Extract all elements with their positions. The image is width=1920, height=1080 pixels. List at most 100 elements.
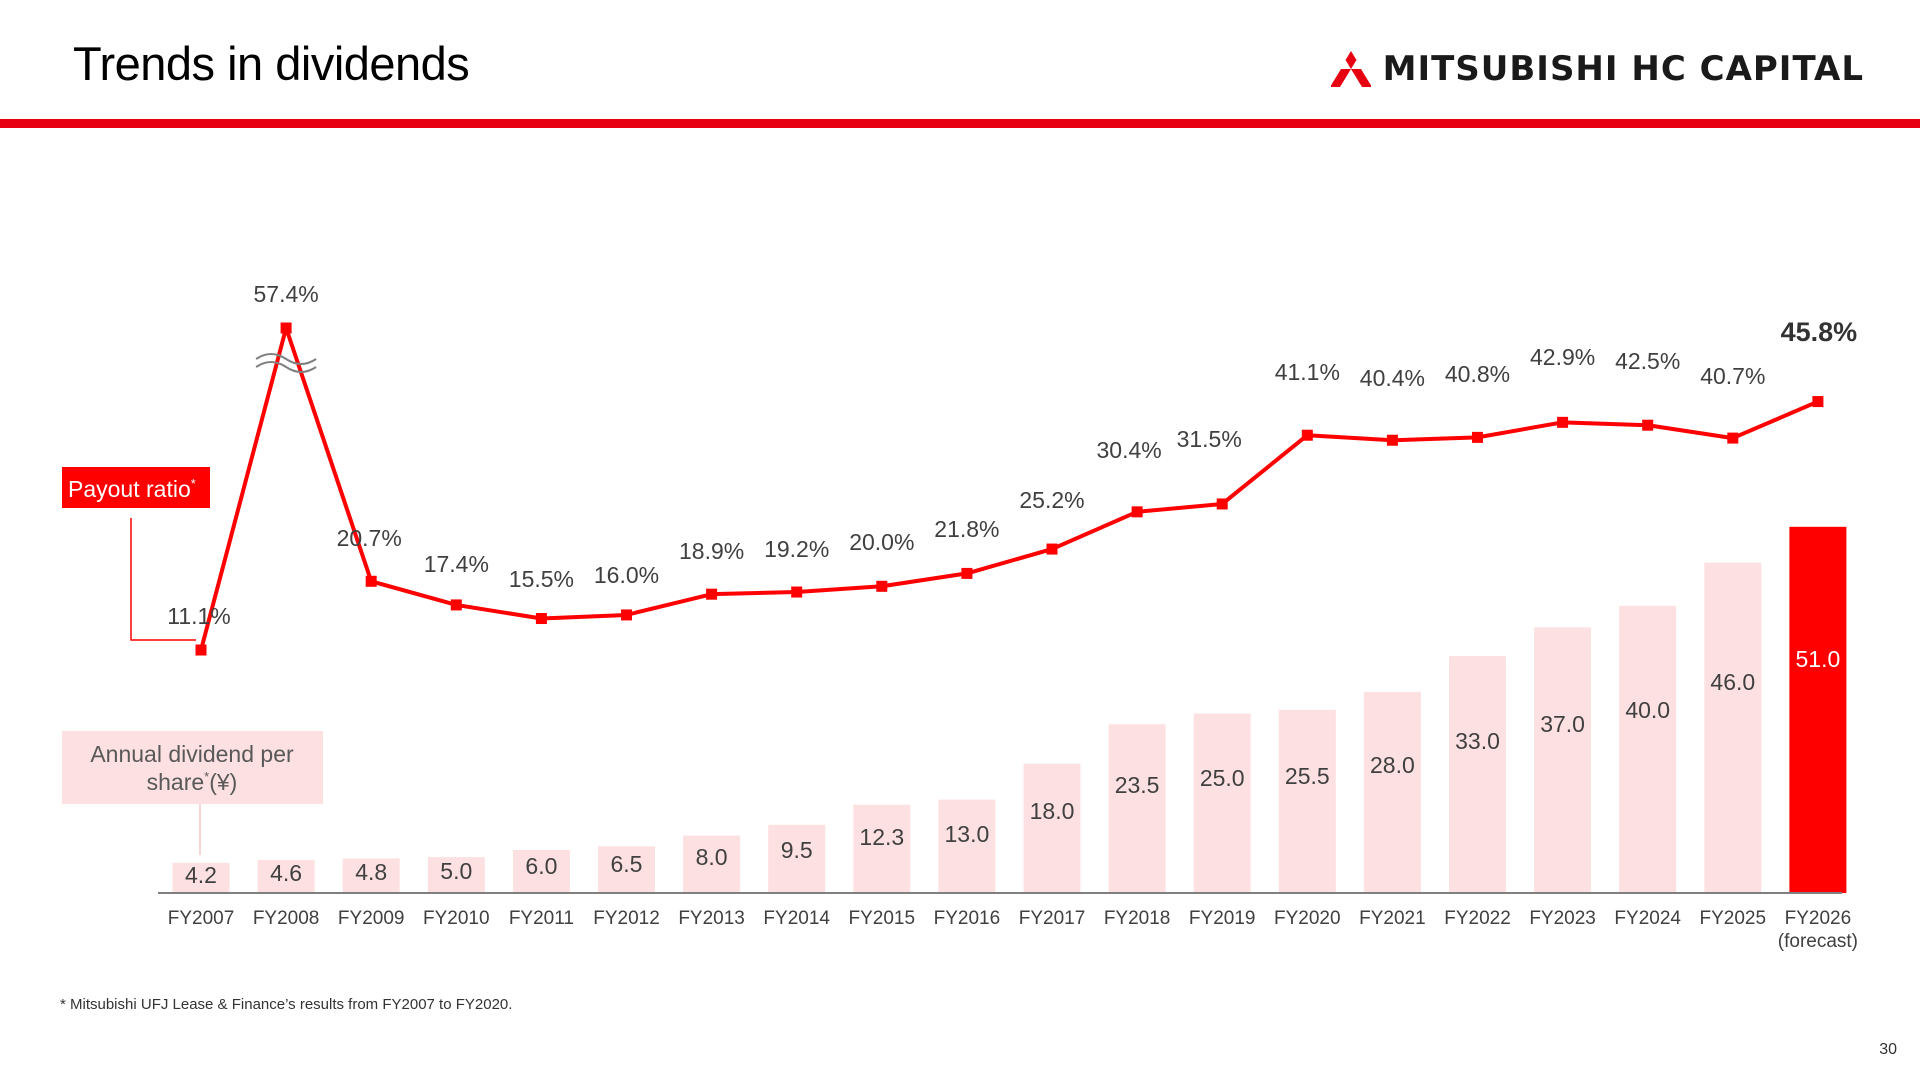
dividend-legend-line2: share*(¥) xyxy=(147,769,238,795)
bar-value-label: 18.0 xyxy=(1030,798,1075,824)
bar-value-label: 4.6 xyxy=(270,860,302,886)
dividend-bar-fy2008 xyxy=(257,859,315,893)
payout-ratio-label: 42.9% xyxy=(1530,344,1595,370)
payout-ratio-label: 15.5% xyxy=(509,566,574,592)
bar-value-label: 12.3 xyxy=(859,824,904,850)
dividend-bar-fy2014 xyxy=(768,824,826,893)
category-label: FY2013 xyxy=(678,908,745,929)
payout-ratio-marker xyxy=(876,580,888,592)
payout-ratio-marker xyxy=(1557,416,1569,428)
payout-ratio-marker xyxy=(195,644,207,656)
payout-ratio-marker xyxy=(1386,434,1398,446)
bar-value-label: 28.0 xyxy=(1370,752,1415,778)
dividend-bar-fy2020 xyxy=(1278,709,1336,893)
payout-ratio-marker xyxy=(621,609,632,621)
payout-ratio-marker xyxy=(1301,429,1313,441)
bar-value-label: 9.5 xyxy=(781,837,813,863)
dividend-bar-fy2026 xyxy=(1789,526,1847,893)
payout-ratio-marker xyxy=(1642,419,1654,431)
category-label: FY2019 xyxy=(1189,908,1256,929)
payout-ratio-legend-label: Payout ratio* xyxy=(68,476,196,502)
payout-ratio-marker xyxy=(365,575,377,587)
dividend-bar-fy2023 xyxy=(1534,627,1592,893)
company-logo: MITSUBISHI HC CAPITAL xyxy=(1330,49,1864,89)
payout-ratio-label: 18.9% xyxy=(679,538,744,564)
three-diamonds-logo-icon xyxy=(1330,51,1371,87)
category-label: FY2014 xyxy=(763,908,830,929)
payout-ratio-marker xyxy=(791,586,803,598)
payout-ratio-label: 30.4% xyxy=(1096,437,1161,463)
dividend-bar-fy2024 xyxy=(1619,605,1677,893)
category-label: FY2021 xyxy=(1359,908,1426,929)
bar-value-label: 5.0 xyxy=(440,858,472,884)
category-label: FY2016 xyxy=(934,908,1001,929)
payout-ratio-label: 11.1% xyxy=(167,603,231,629)
bar-value-label: 13.0 xyxy=(945,821,990,847)
dividend-legend-box xyxy=(62,731,323,804)
dividend-bar-fy2018 xyxy=(1108,724,1166,893)
category-label: FY2007 xyxy=(168,908,235,929)
bar-value-label: 6.0 xyxy=(525,853,557,879)
payout-ratio-marker xyxy=(535,613,547,625)
payout-ratio-label: 20.0% xyxy=(849,529,914,555)
payout-ratio-label: 31.5% xyxy=(1177,426,1242,452)
page-number: 30 xyxy=(1879,1041,1897,1058)
payout-ratio-label: 17.4% xyxy=(424,551,489,577)
category-label: FY2010 xyxy=(423,908,490,929)
dividend-bar-fy2015 xyxy=(853,804,911,893)
category-label: FY2017 xyxy=(1019,908,1086,929)
footnote: * Mitsubishi UFJ Lease & Finance’s resul… xyxy=(60,996,513,1013)
payout-ratio-marker xyxy=(280,322,292,334)
payout-ratio-label: 19.2% xyxy=(764,536,829,562)
payout-ratio-label: 45.8% xyxy=(1781,317,1858,347)
payout-ratio-label: 20.7% xyxy=(337,525,402,551)
category-label: FY2025 xyxy=(1700,908,1767,929)
bar-value-label: 23.5 xyxy=(1115,772,1160,798)
payout-ratio-label: 40.8% xyxy=(1445,361,1510,387)
payout-ratio-marker xyxy=(961,567,973,579)
bar-value-label: 51.0 xyxy=(1796,646,1841,672)
dividend-bar-fy2007 xyxy=(172,862,230,893)
dividend-legend-line1: Annual dividend per xyxy=(90,741,294,767)
payout-ratio-marker xyxy=(1131,506,1143,518)
dividend-bar-fy2009 xyxy=(342,858,400,893)
payout-ratio-marker xyxy=(450,599,462,611)
header-rule xyxy=(0,119,1920,128)
logo-text: MITSUBISHI HC CAPITAL xyxy=(1382,49,1864,89)
page-title: Trends in dividends xyxy=(73,37,470,90)
payout-ratio-label: 25.2% xyxy=(1019,487,1084,513)
bar-value-label: 40.0 xyxy=(1625,697,1670,723)
payout-ratio-marker xyxy=(1812,396,1824,408)
payout-ratio-marker xyxy=(1472,431,1483,443)
payout-ratio-marker xyxy=(1216,498,1228,510)
bar-value-label: 25.5 xyxy=(1285,763,1330,789)
payout-ratio-label: 21.8% xyxy=(934,516,999,542)
payout-ratio-label: 42.5% xyxy=(1615,348,1680,374)
bar-value-label: 4.2 xyxy=(185,862,217,888)
bar-value-label: 37.0 xyxy=(1540,711,1585,737)
dividend-bar-fy2022 xyxy=(1449,656,1506,893)
category-label: FY2015 xyxy=(849,908,916,929)
bar-value-label: 8.0 xyxy=(696,844,728,870)
bar-value-label: 6.5 xyxy=(611,851,643,877)
dividend-bar-fy2017 xyxy=(1023,763,1081,893)
payout-ratio-label: 40.4% xyxy=(1360,365,1425,391)
payout-ratio-marker xyxy=(1046,543,1058,555)
payout-ratio-label: 57.4% xyxy=(253,281,318,307)
payout-ratio-marker xyxy=(1727,432,1739,444)
dividend-bar-fy2011 xyxy=(512,849,570,893)
bar-value-label: 46.0 xyxy=(1710,669,1755,695)
dividend-bar-fy2013 xyxy=(683,835,741,893)
category-label: FY2020 xyxy=(1274,908,1341,929)
dividend-bar-fy2012 xyxy=(598,846,655,893)
bar-value-label: 33.0 xyxy=(1455,728,1500,754)
category-label: FY2024 xyxy=(1614,908,1681,929)
payout-ratio-legend-box xyxy=(62,467,210,508)
category-label: FY2008 xyxy=(253,908,320,929)
payout-ratio-label: 16.0% xyxy=(594,562,659,588)
category-label: FY2011 xyxy=(509,908,574,929)
payout-ratio-label: 41.1% xyxy=(1275,359,1340,385)
dividend-bar-fy2025 xyxy=(1704,562,1762,893)
category-label: FY2022 xyxy=(1444,908,1511,929)
